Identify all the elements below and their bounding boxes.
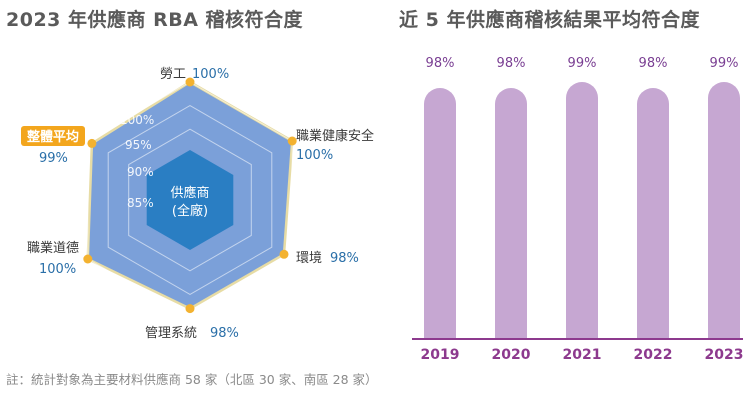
axis-label: 勞工 [160,67,186,82]
x-tick-label: 2019 [421,347,460,363]
ring-label: 100% [120,113,154,127]
bar-2019 [424,88,456,338]
bar-base [708,322,740,338]
bar-chart: 98% 2019 98% 2020 99% 2021 98% 2022 99% 2023 [412,56,743,363]
axis-value: 100% [296,148,333,163]
footnote: 註：統計對象為主要材料供應商 58 家（北區 30 家、南區 28 家） [6,372,378,387]
axis-value: 100% [192,67,229,82]
bar-chart-title: 近 5 年供應商稽核結果平均符合度 [399,9,700,31]
center-sublabel: (全廠) [172,203,208,219]
axis-label: 管理系統 [145,326,197,341]
bar-value-label: 98% [426,56,455,71]
bar-2023 [708,82,740,338]
x-tick-label: 2020 [492,347,531,363]
axis-value: 100% [39,262,76,277]
radar-point [185,77,195,87]
bar-2021 [566,82,598,338]
bar-base [637,322,669,338]
axis-value: 98% [210,326,239,341]
axis-label-highlight: 整體平均 [26,129,79,145]
radar-ring [128,128,252,272]
radar-point [83,254,93,264]
ring-label: 95% [125,138,152,152]
axis-value: 99% [39,151,68,166]
radar-point [185,304,195,314]
center-label: 供應商 [170,185,209,201]
x-tick-label: 2022 [634,347,673,363]
bar-value-label: 99% [710,56,739,71]
radar-point [279,249,289,259]
axis-label: 職業健康安全 [296,128,374,144]
bar-base [566,322,598,338]
bar-base [495,322,527,338]
bar-value-label: 98% [497,56,526,71]
radar-chart-title: 2023 年供應商 RBA 稽核符合度 [6,9,304,31]
ring-label: 90% [127,165,154,179]
radar-point [87,138,97,148]
axis-value: 98% [330,251,359,266]
bar-value-label: 99% [568,56,597,71]
x-tick-label: 2021 [563,347,602,363]
bar-2020 [495,88,527,338]
x-tick-label: 2023 [705,347,744,363]
bar-base [424,322,456,338]
radar-chart: 供應商 (全廠) 100% 95% 90% 85% 勞工 100% 職業健康安全 100% 環境 98… [21,67,374,341]
bar-2022 [637,88,669,338]
bar-value-label: 98% [639,56,668,71]
axis-label: 環境 [296,251,322,266]
highlight-badge [21,126,85,146]
radar-ring [107,105,273,295]
ring-label: 85% [127,196,154,210]
radar-point [287,136,297,146]
radar-center [146,150,234,250]
axis-label: 職業道德 [27,240,79,256]
